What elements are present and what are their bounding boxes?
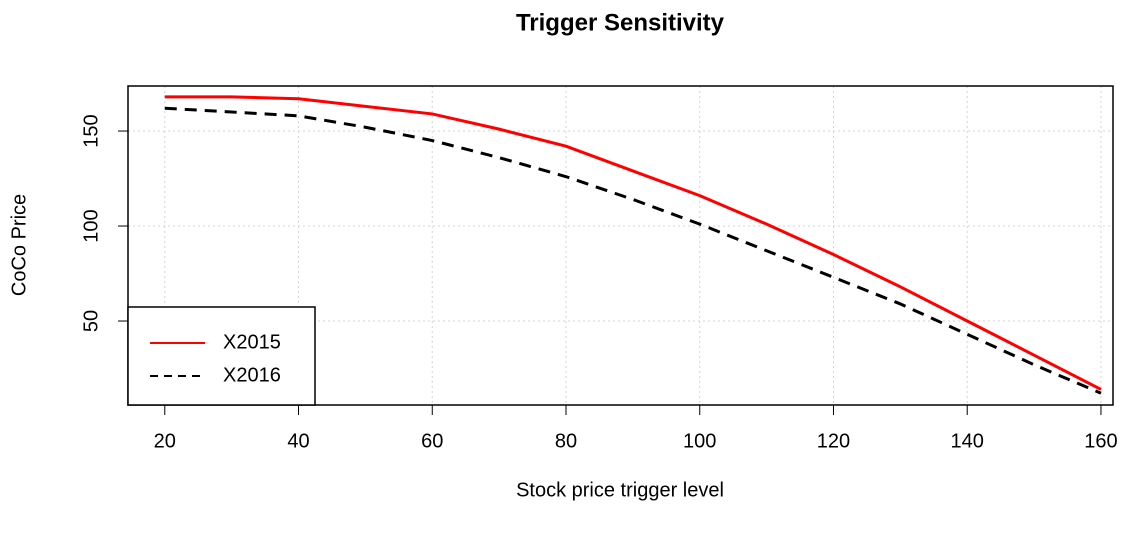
legend-label: X2015	[223, 331, 281, 353]
y-tick-label: 150	[80, 114, 102, 147]
y-tick-label: 50	[80, 310, 102, 332]
x-tick-label: 100	[683, 430, 716, 452]
legend-box	[127, 306, 316, 406]
x-tick-label: 120	[817, 430, 850, 452]
x-tick-label: 80	[555, 430, 577, 452]
x-tick-label: 140	[951, 430, 984, 452]
x-tick-label: 60	[421, 430, 443, 452]
x-tick-label: 40	[287, 430, 309, 452]
plot-frame	[127, 85, 1114, 406]
legend-label: X2016	[223, 364, 281, 386]
line-series	[164, 95, 1102, 391]
y-tick-label: 100	[80, 209, 102, 242]
y-axis-label: CoCo Price	[8, 194, 30, 296]
chart-title: Trigger Sensitivity	[516, 9, 725, 36]
x-axis-label: Stock price trigger level	[516, 479, 724, 501]
x-tick-label: 160	[1084, 430, 1117, 452]
x-tick-label: 20	[154, 430, 176, 452]
